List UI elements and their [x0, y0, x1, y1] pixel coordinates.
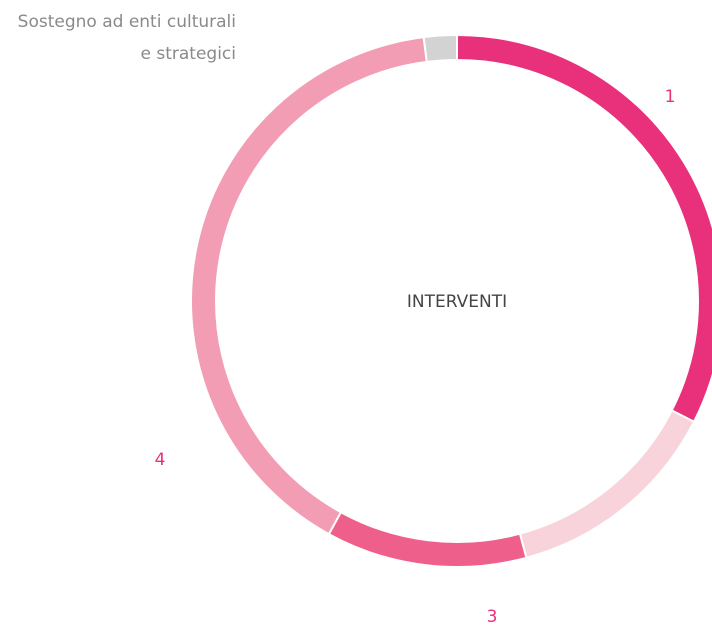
segment-label: Sostegno ad enti culturali e strategici — [17, 12, 236, 64]
donut-segment — [327, 510, 528, 568]
center-label: INTERVENTI — [407, 292, 507, 312]
donut-segment — [190, 35, 428, 536]
donut-segment — [518, 409, 696, 560]
segment-label: 4 — [154, 450, 166, 470]
segment-label: 3 — [486, 607, 498, 627]
donut-segment — [422, 33, 458, 64]
segment-label: 1 — [664, 87, 676, 107]
